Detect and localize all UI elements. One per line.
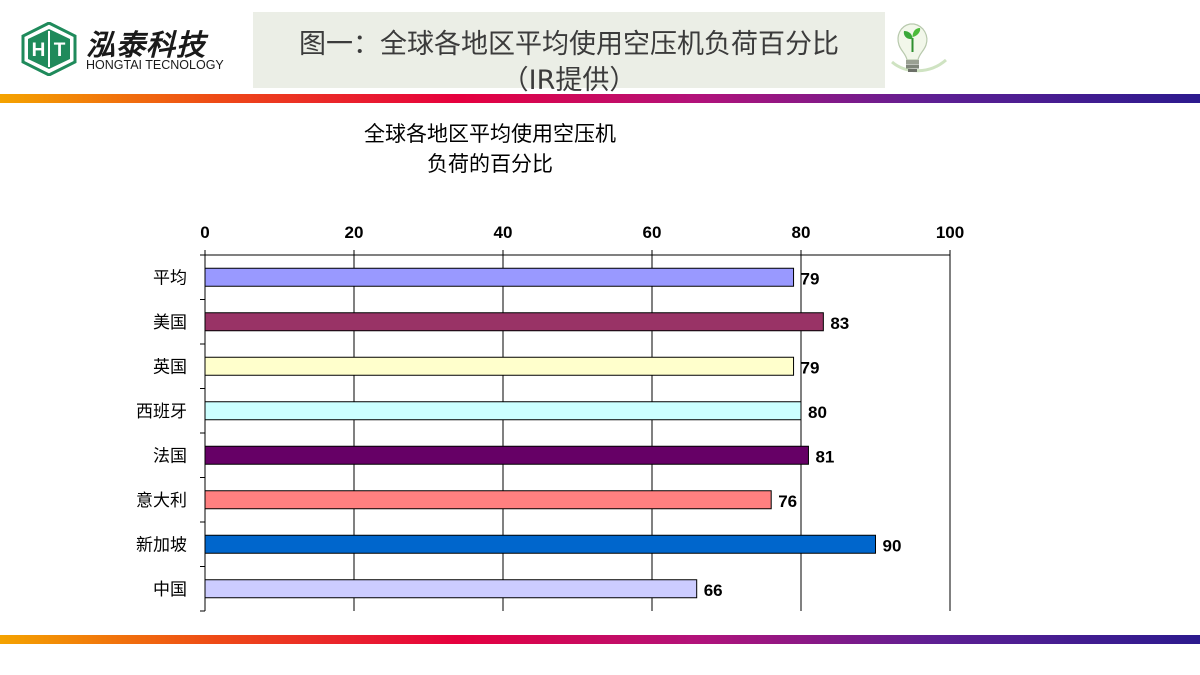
data-label-2: 79 <box>801 358 820 377</box>
category-label-0: 平均 <box>153 268 187 288</box>
data-label-4: 81 <box>815 447 834 466</box>
logo-mark-right: T <box>54 40 66 61</box>
company-logo: H T 泓泰科技 HONGTAI TECNOLOGY <box>20 20 242 78</box>
logo-mark-left: H <box>32 40 46 61</box>
category-label-3: 西班牙 <box>136 402 187 422</box>
x-tick-label-2: 40 <box>494 223 513 242</box>
slide-title: 图一：全球各地区平均使用空压机负荷百分比 <box>299 29 839 60</box>
category-label-2: 英国 <box>153 357 187 377</box>
x-tick-label-4: 80 <box>792 223 811 242</box>
bar-0 <box>204 267 795 287</box>
data-label-6: 90 <box>883 536 902 555</box>
bar-7 <box>204 579 698 599</box>
bar-6 <box>204 534 876 554</box>
lightbulb-sprout-icon <box>891 23 947 73</box>
bar-1 <box>204 312 824 332</box>
data-label-1: 83 <box>830 314 849 333</box>
x-tick-label-1: 20 <box>345 223 364 242</box>
x-tick-label-5: 100 <box>936 223 964 242</box>
bar-3 <box>204 401 802 421</box>
logo-english-name: HONGTAI TECNOLOGY <box>86 58 224 72</box>
data-label-0: 79 <box>801 269 820 288</box>
category-label-5: 意大利 <box>136 491 187 511</box>
data-label-7: 66 <box>704 581 723 600</box>
x-tick-label-3: 60 <box>643 223 662 242</box>
data-label-3: 80 <box>808 403 827 422</box>
category-label-6: 新加坡 <box>136 535 187 555</box>
bottom-color-stripe <box>0 635 1200 644</box>
logo-chinese-name: 泓泰科技 <box>86 28 207 62</box>
top-color-stripe <box>0 94 1200 103</box>
hongtai-logo-icon: H T <box>21 22 77 76</box>
slide-subtitle: （IR提供） <box>501 65 637 96</box>
plot-area <box>205 255 950 611</box>
chart-title-line-1: 全球各地区平均使用空压机 <box>364 122 616 146</box>
x-tick-label-0: 0 <box>200 223 209 242</box>
data-label-5: 76 <box>778 492 797 511</box>
category-label-7: 中国 <box>153 580 187 600</box>
chart-title-line-2: 负荷的百分比 <box>427 152 553 176</box>
category-label-1: 美国 <box>153 313 187 333</box>
slide-header: 图一：全球各地区平均使用空压机负荷百分比 （IR提供） <box>253 12 885 96</box>
category-label-4: 法国 <box>153 446 187 466</box>
bar-5 <box>204 490 772 510</box>
bar-4 <box>204 445 809 465</box>
bar-2 <box>204 356 795 376</box>
